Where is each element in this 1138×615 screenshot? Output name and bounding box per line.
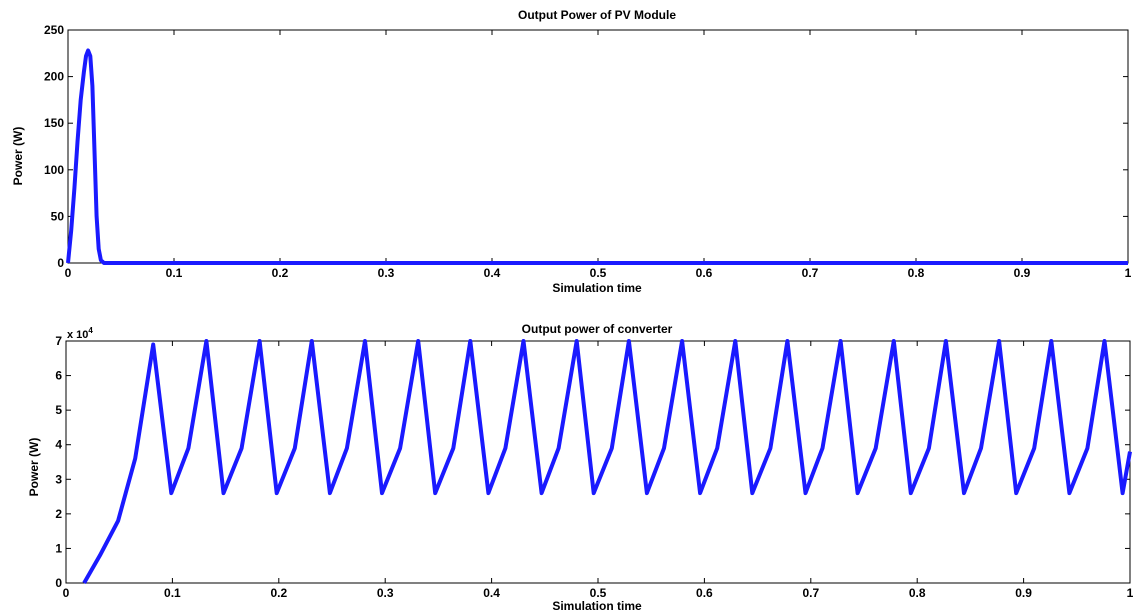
x-tick-label: 0.4: [483, 586, 500, 600]
x-tick-label: 0.7: [802, 266, 819, 280]
chart-title: Output power of converter: [522, 322, 673, 336]
x-tick-label: 0.9: [1015, 586, 1032, 600]
y-tick-label: 250: [44, 23, 64, 37]
y-tick-label: 50: [51, 209, 65, 223]
chart-title: Output Power of PV Module: [518, 8, 676, 22]
x-tick-label: 0.8: [909, 586, 926, 600]
y-tick-label: 100: [44, 163, 64, 177]
axes-box: [67, 29, 1129, 264]
y-tick-label: 7: [55, 334, 62, 348]
y-tick-label: 0: [55, 576, 62, 590]
x-tick-label: 0: [63, 586, 70, 600]
x-tick-label: 0.3: [378, 266, 395, 280]
x-tick-label: 0.2: [270, 586, 287, 600]
x-ticks: 0 0.1 0.2 0.3 0.4 0.5 0.6 0.7 0.8 0.9 1: [65, 30, 1132, 280]
y-axis-label: Power (W): [27, 438, 41, 497]
series-line: [82, 339, 1132, 584]
y-tick-label: 200: [44, 70, 64, 84]
x-tick-label: 1: [1127, 586, 1134, 600]
x-tick-label: 0: [65, 266, 72, 280]
pv-power-plot: Output Power of PV Module Simulation tim…: [11, 8, 1132, 295]
exponent-power: 4: [88, 326, 93, 335]
series-line: [66, 48, 1128, 265]
y-tick-label: 150: [44, 116, 64, 130]
x-tick-label: 0.5: [590, 266, 607, 280]
y-axis-label: Power (W): [11, 127, 25, 186]
y-ticks: 0 50 100 150 200 250: [44, 23, 1128, 270]
exponent-label: x 104: [67, 326, 93, 341]
axes-box: [65, 340, 1131, 584]
x-tick-label: 0.7: [802, 586, 819, 600]
x-tick-label: 0.8: [908, 266, 925, 280]
y-tick-label: 3: [55, 472, 62, 486]
x-tick-label: 0.3: [377, 586, 394, 600]
x-tick-label: 0.6: [696, 586, 713, 600]
x-tick-label: 0.5: [590, 586, 607, 600]
x-tick-label: 0.1: [164, 586, 181, 600]
y-tick-label: 4: [55, 438, 62, 452]
y-tick-label: 2: [55, 507, 62, 521]
x-axis-label: Simulation time: [552, 281, 642, 295]
x-tick-label: 0.6: [696, 266, 713, 280]
y-tick-label: 1: [55, 541, 62, 555]
x-tick-label: 0.1: [166, 266, 183, 280]
x-tick-label: 0.2: [272, 266, 289, 280]
y-tick-label: 5: [55, 403, 62, 417]
x-ticks: 0 0.1 0.2 0.3 0.4 0.5 0.6 0.7 0.8 0.9 1: [63, 341, 1134, 600]
x-axis-label: Simulation time: [552, 599, 642, 613]
x-tick-label: 1: [1125, 266, 1132, 280]
y-tick-label: 0: [57, 256, 64, 270]
x-tick-label: 0.4: [484, 266, 501, 280]
exponent-base: x 10: [67, 329, 88, 341]
y-ticks: 0 1 2 3 4 5 6 7: [55, 334, 1130, 590]
y-tick-label: 6: [55, 369, 62, 383]
converter-power-plot: Output power of converter x 104 Simulati…: [27, 322, 1134, 613]
x-tick-label: 0.9: [1014, 266, 1031, 280]
